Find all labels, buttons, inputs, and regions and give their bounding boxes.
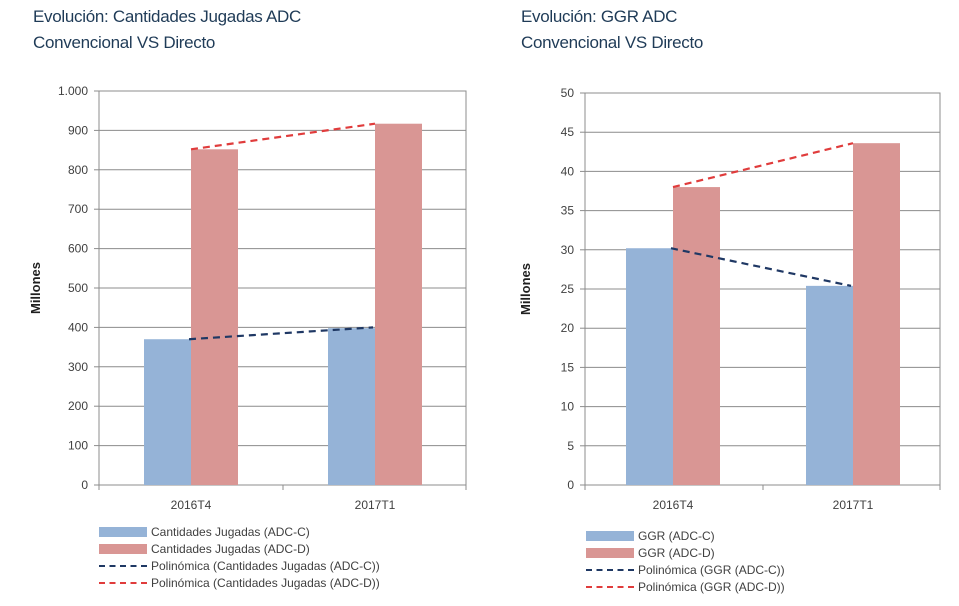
bar-adc-d xyxy=(191,149,238,485)
chart-title: Evolución: GGR ADC Convencional VS Direc… xyxy=(521,4,703,56)
legend-dash-swatch xyxy=(99,581,147,584)
legend-swatch xyxy=(586,547,634,558)
y-tick-label: 20 xyxy=(561,321,575,335)
legend: Cantidades Jugadas (ADC-C) Cantidades Jug… xyxy=(99,523,380,591)
y-tick-label: 5 xyxy=(567,439,574,453)
chart-title-line-2: Convencional VS Directo xyxy=(521,33,704,52)
y-axis-title: Millones xyxy=(518,263,533,315)
legend-label: Polinómica (Cantidades Jugadas (ADC-C)) xyxy=(151,558,380,573)
trendline-adc-d xyxy=(672,142,854,189)
y-tick-label: 300 xyxy=(68,360,88,374)
chart-title-line-1: Evolución: Cantidades Jugadas ADC xyxy=(33,7,301,26)
legend-item: GGR (ADC-D) xyxy=(586,544,785,561)
y-axis-title: Millones xyxy=(28,262,43,314)
y-tick-label: 0 xyxy=(567,478,574,492)
legend-label: GGR (ADC-D) xyxy=(638,545,715,560)
legend-label: Polinómica (GGR (ADC-C)) xyxy=(638,562,785,577)
bar-adc-d xyxy=(375,123,422,486)
bar-adc-d xyxy=(673,187,720,485)
y-tick-label: 900 xyxy=(68,123,88,137)
legend-label: Polinómica (Cantidades Jugadas (ADC-D)) xyxy=(151,575,380,590)
legend-label: Cantidades Jugadas (ADC-C) xyxy=(151,524,310,539)
y-tick-label: 50 xyxy=(561,86,575,100)
plot-area: 0 5 10 15 20 25 30 35 40 45 50 2016T4 2017T1 Millones xyxy=(518,86,941,512)
y-tick-label: 800 xyxy=(68,163,88,177)
legend-item: Cantidades Jugadas (ADC-D) xyxy=(99,540,380,557)
legend-label: Cantidades Jugadas (ADC-D) xyxy=(151,541,310,556)
legend-item: Polinómica (Cantidades Jugadas (ADC-C)) xyxy=(99,557,380,574)
x-tick-label: 2017T1 xyxy=(833,498,874,512)
y-tick-label: 40 xyxy=(561,164,575,178)
y-tick-label: 25 xyxy=(561,282,575,296)
legend: GGR (ADC-C) GGR (ADC-D) Polinómica (GGR (A… xyxy=(586,527,785,595)
legend-item: Cantidades Jugadas (ADC-C) xyxy=(99,523,380,540)
trendline-adc-c xyxy=(670,247,852,287)
bar-adc-c xyxy=(328,328,375,485)
legend-label: GGR (ADC-C) xyxy=(638,528,715,543)
y-tick-label: 100 xyxy=(68,439,88,453)
chart-title-line-1: Evolución: GGR ADC xyxy=(521,7,678,26)
y-tick-label: 1.000 xyxy=(58,84,88,98)
y-tick-label: 600 xyxy=(68,242,88,256)
y-tick-label: 10 xyxy=(561,400,575,414)
legend-label: Polinómica (GGR (ADC-D)) xyxy=(638,579,785,594)
bar-adc-d xyxy=(853,143,900,485)
trendline-adc-d xyxy=(190,122,376,151)
x-tick-label: 2016T4 xyxy=(653,498,694,512)
y-tick-label: 200 xyxy=(68,399,88,413)
bar-adc-c xyxy=(144,339,191,485)
y-tick-label: 45 xyxy=(561,125,575,139)
y-tick-label: 30 xyxy=(561,243,575,257)
y-tick-label: 35 xyxy=(561,204,575,218)
chart-title: Evolución: Cantidades Jugadas ADC Conven… xyxy=(33,4,301,56)
legend-dash-swatch xyxy=(99,564,147,567)
legend-item: Polinómica (GGR (ADC-D)) xyxy=(586,578,785,595)
x-tick-label: 2017T1 xyxy=(355,498,396,512)
bar-adc-c xyxy=(806,285,853,485)
legend-dash-swatch xyxy=(586,585,634,588)
y-tick-label: 700 xyxy=(68,202,88,216)
legend-swatch xyxy=(99,543,147,554)
y-tick-label: 400 xyxy=(68,320,88,334)
legend-dash-swatch xyxy=(586,568,634,571)
chart-cantidades-jugadas: Evolución: Cantidades Jugadas ADC Conven… xyxy=(28,4,467,591)
legend-item: Polinómica (Cantidades Jugadas (ADC-D)) xyxy=(99,574,380,591)
y-tick-label: 0 xyxy=(81,478,88,492)
bar-adc-c xyxy=(626,248,673,485)
x-tick-label: 2016T4 xyxy=(171,498,212,512)
plot-area: 0 100 200 300 400 500 600 700 800 900 1.000 2016T4 2… xyxy=(28,84,467,512)
chart-title-line-2: Convencional VS Directo xyxy=(33,33,216,52)
y-tick-label: 500 xyxy=(68,281,88,295)
legend-swatch xyxy=(586,530,634,541)
legend-item: Polinómica (GGR (ADC-C)) xyxy=(586,561,785,578)
trendline-adc-c xyxy=(188,326,374,341)
legend-item: GGR (ADC-C) xyxy=(586,527,785,544)
y-tick-label: 15 xyxy=(561,360,575,374)
chart-ggr: Evolución: GGR ADC Convencional VS Direc… xyxy=(480,0,959,606)
legend-swatch xyxy=(99,526,147,537)
